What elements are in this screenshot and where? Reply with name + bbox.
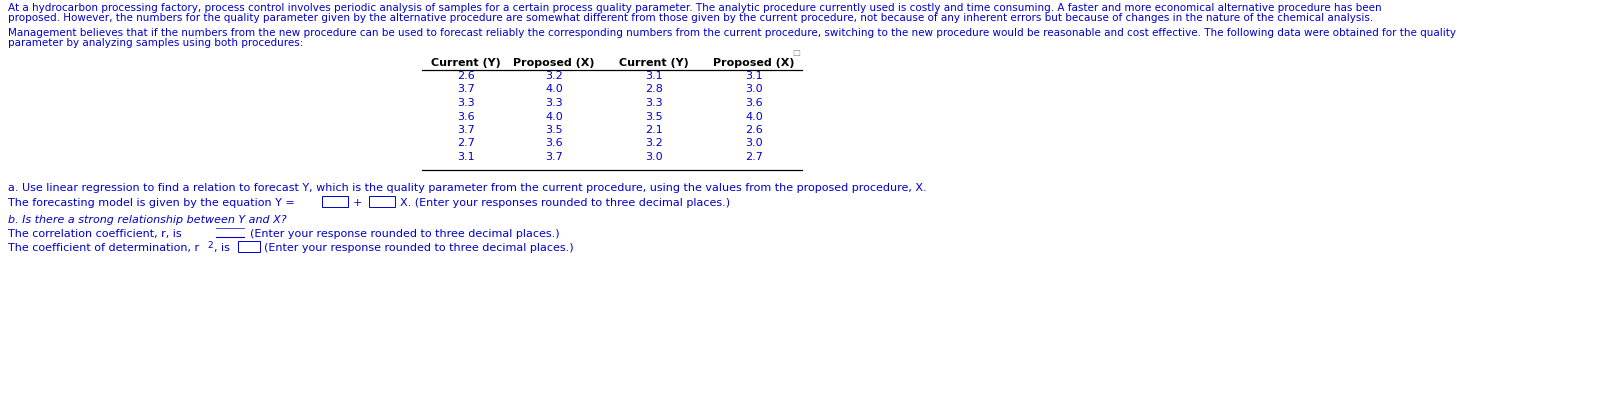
Text: 3.2: 3.2: [545, 71, 562, 81]
Text: 3.1: 3.1: [458, 151, 475, 162]
Text: 3.7: 3.7: [458, 125, 475, 135]
Text: a. Use linear regression to find a relation to forecast Y, which is the quality : a. Use linear regression to find a relat…: [8, 183, 926, 192]
Text: 3.7: 3.7: [458, 84, 475, 94]
Text: Current (Y): Current (Y): [619, 58, 690, 68]
Text: 4.0: 4.0: [545, 84, 562, 94]
Text: 3.3: 3.3: [458, 98, 475, 108]
Text: proposed. However, the numbers for the quality parameter given by the alternativ: proposed. However, the numbers for the q…: [8, 13, 1373, 23]
Text: □: □: [793, 48, 801, 57]
Text: 2.7: 2.7: [458, 138, 475, 148]
Text: 2.7: 2.7: [744, 151, 764, 162]
Text: 3.1: 3.1: [746, 71, 764, 81]
Text: 2: 2: [206, 241, 213, 249]
Text: 3.5: 3.5: [644, 111, 662, 121]
Text: 3.7: 3.7: [545, 151, 562, 162]
Text: 2.6: 2.6: [746, 125, 764, 135]
Text: Management believes that if the numbers from the new procedure can be used to fo: Management believes that if the numbers …: [8, 28, 1456, 38]
Text: 3.2: 3.2: [644, 138, 662, 148]
Text: 3.1: 3.1: [644, 71, 662, 81]
Text: 3.3: 3.3: [644, 98, 662, 108]
Text: 3.0: 3.0: [746, 138, 764, 148]
Text: 4.0: 4.0: [746, 111, 764, 121]
Text: Proposed (X): Proposed (X): [514, 58, 594, 68]
Text: At a hydrocarbon processing factory, process control involves periodic analysis : At a hydrocarbon processing factory, pro…: [8, 3, 1382, 13]
Text: 3.6: 3.6: [545, 138, 562, 148]
Text: 3.6: 3.6: [458, 111, 475, 121]
Bar: [322, 196, 348, 207]
Text: The coefficient of determination, r: The coefficient of determination, r: [8, 243, 200, 252]
Text: parameter by analyzing samples using both procedures:: parameter by analyzing samples using bot…: [8, 38, 303, 48]
Text: The correlation coefficient, r, is: The correlation coefficient, r, is: [8, 228, 182, 239]
Bar: [238, 241, 259, 252]
Text: +: +: [353, 198, 362, 207]
Text: Proposed (X): Proposed (X): [714, 58, 794, 68]
Text: 3.5: 3.5: [545, 125, 562, 135]
Text: 3.3: 3.3: [545, 98, 562, 108]
Text: b. Is there a strong relationship between Y and X?: b. Is there a strong relationship betwee…: [8, 215, 287, 224]
Text: 3.0: 3.0: [746, 84, 764, 94]
Bar: [369, 196, 395, 207]
Text: , is: , is: [214, 243, 230, 252]
Text: (Enter your response rounded to three decimal places.): (Enter your response rounded to three de…: [264, 243, 574, 252]
Text: 4.0: 4.0: [545, 111, 562, 121]
Text: Current (Y): Current (Y): [432, 58, 501, 68]
Text: The forecasting model is given by the equation Y =: The forecasting model is given by the eq…: [8, 198, 295, 207]
Text: 3.6: 3.6: [746, 98, 764, 108]
Text: 2.1: 2.1: [644, 125, 662, 135]
Text: 2.8: 2.8: [644, 84, 664, 94]
Text: (Enter your response rounded to three decimal places.): (Enter your response rounded to three de…: [250, 228, 559, 239]
Text: 3.0: 3.0: [644, 151, 662, 162]
Text: 2.6: 2.6: [458, 71, 475, 81]
Text: X. (Enter your responses rounded to three decimal places.): X. (Enter your responses rounded to thre…: [400, 198, 730, 207]
